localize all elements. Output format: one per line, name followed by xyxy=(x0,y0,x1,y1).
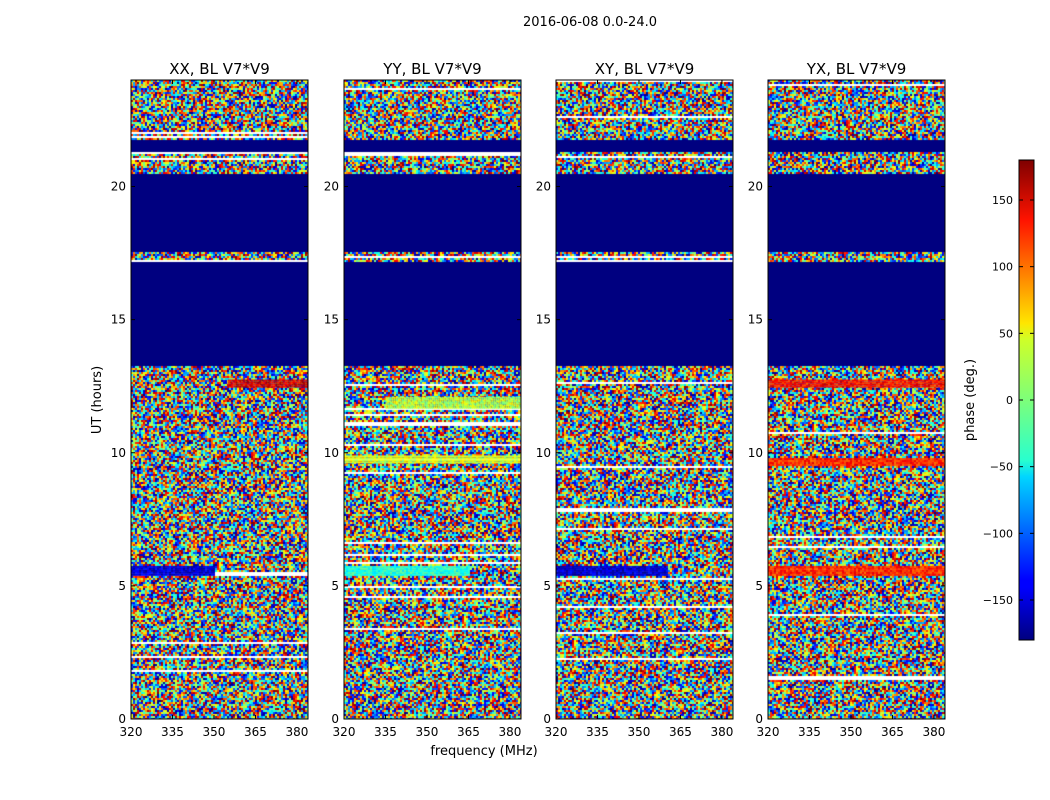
y-tick-label-yy-0: 0 xyxy=(331,712,339,726)
x-tick-label-xx-365: 365 xyxy=(244,725,267,739)
y-tick-label-yy-20: 20 xyxy=(324,180,339,194)
y-tick-label-xy-5: 5 xyxy=(543,579,551,593)
y-tick-label-xx-15: 15 xyxy=(111,313,126,327)
colorbar-tick-label-0: 0 xyxy=(1006,394,1013,407)
y-tick-label-xx-0: 0 xyxy=(118,712,126,726)
colorbar-tick-label--50: −50 xyxy=(990,461,1013,474)
panel-image-yx xyxy=(768,80,945,719)
panel-image-xy xyxy=(556,80,733,719)
y-axis-label: UT (hours) xyxy=(90,366,105,434)
y-tick-label-yy-5: 5 xyxy=(331,579,339,593)
panel-xx: XX, BL V7*V9 320 335 350 365 380 0 5 10 15 20 xyxy=(111,60,309,739)
y-tick-label-xx-20: 20 xyxy=(111,180,126,194)
panel-title-yx: YX, BL V7*V9 xyxy=(806,60,907,78)
x-tick-label-xy-380: 380 xyxy=(710,725,733,739)
y-tick-label-xx-5: 5 xyxy=(118,579,126,593)
colorbar-ticks: −150 −100 −50 0 50 100 150 xyxy=(983,194,1034,607)
colorbar: −150 −100 −50 0 50 100 150 phase (deg.) xyxy=(963,159,1035,641)
y-tick-label-xy-20: 20 xyxy=(536,180,551,194)
x-tick-label-xy-365: 365 xyxy=(669,725,692,739)
panel-title-yy: YY, BL V7*V9 xyxy=(382,60,481,78)
x-tick-label-yx-335: 335 xyxy=(798,725,821,739)
colorbar-tick-label-50: 50 xyxy=(999,327,1013,340)
panel-frame-xy xyxy=(555,79,734,720)
y-tick-label-yx-0: 0 xyxy=(755,712,763,726)
x-tick-label-xx-335: 335 xyxy=(161,725,184,739)
figure-suptitle: 2016-06-08 0.0-24.0 xyxy=(523,15,657,30)
x-tick-label-yx-320: 320 xyxy=(757,725,780,739)
x-tick-label-xx-350: 350 xyxy=(203,725,226,739)
y-tick-label-yy-15: 15 xyxy=(324,313,339,327)
x-tick-label-xy-335: 335 xyxy=(586,725,609,739)
x-tick-label-xx-320: 320 xyxy=(120,725,143,739)
panel-frame-yy xyxy=(343,79,522,720)
y-tick-label-xy-15: 15 xyxy=(536,313,551,327)
panel-image-yy xyxy=(344,80,521,719)
y-tick-label-yy-10: 10 xyxy=(324,446,339,460)
panel-title-xx: XX, BL V7*V9 xyxy=(169,60,270,78)
y-tick-label-xx-10: 10 xyxy=(111,446,126,460)
x-axis-label: frequency (MHz) xyxy=(430,744,537,759)
panel-image-xx xyxy=(131,80,308,719)
x-tick-label-yy-380: 380 xyxy=(498,725,521,739)
x-tick-label-xy-320: 320 xyxy=(545,725,568,739)
x-tick-label-yx-380: 380 xyxy=(922,725,945,739)
panel-frame-xx xyxy=(130,79,309,720)
colorbar-tick-label--150: −150 xyxy=(983,594,1013,607)
colorbar-tick-label-150: 150 xyxy=(992,194,1013,207)
x-tick-label-yy-335: 335 xyxy=(374,725,397,739)
x-tick-label-xy-350: 350 xyxy=(628,725,651,739)
x-tick-label-yy-320: 320 xyxy=(333,725,356,739)
panel-yx: YX, BL V7*V9 320 335 350 365 380 0 5 10 15 20 xyxy=(748,60,946,739)
colorbar-label: phase (deg.) xyxy=(963,359,978,441)
colorbar-tick-label--100: −100 xyxy=(983,527,1013,540)
y-tick-label-yx-10: 10 xyxy=(748,446,763,460)
y-tick-label-yx-5: 5 xyxy=(755,579,763,593)
panel-title-xy: XY, BL V7*V9 xyxy=(595,60,695,78)
y-tick-label-yx-20: 20 xyxy=(748,180,763,194)
colorbar-tick-label-100: 100 xyxy=(992,261,1013,274)
y-tick-label-xy-0: 0 xyxy=(543,712,551,726)
x-tick-label-yx-350: 350 xyxy=(840,725,863,739)
y-tick-label-yx-15: 15 xyxy=(748,313,763,327)
x-tick-label-yx-365: 365 xyxy=(881,725,904,739)
x-tick-label-yy-350: 350 xyxy=(416,725,439,739)
y-tick-label-xy-10: 10 xyxy=(536,446,551,460)
panel-xy: XY, BL V7*V9 320 335 350 365 380 0 5 10 15 20 xyxy=(536,60,734,739)
x-tick-label-yy-365: 365 xyxy=(457,725,480,739)
panel-frame-yx xyxy=(767,79,946,720)
x-tick-label-xx-380: 380 xyxy=(285,725,308,739)
panel-yy: YY, BL V7*V9 320 335 350 365 380 0 5 10 15 20 xyxy=(324,60,522,739)
